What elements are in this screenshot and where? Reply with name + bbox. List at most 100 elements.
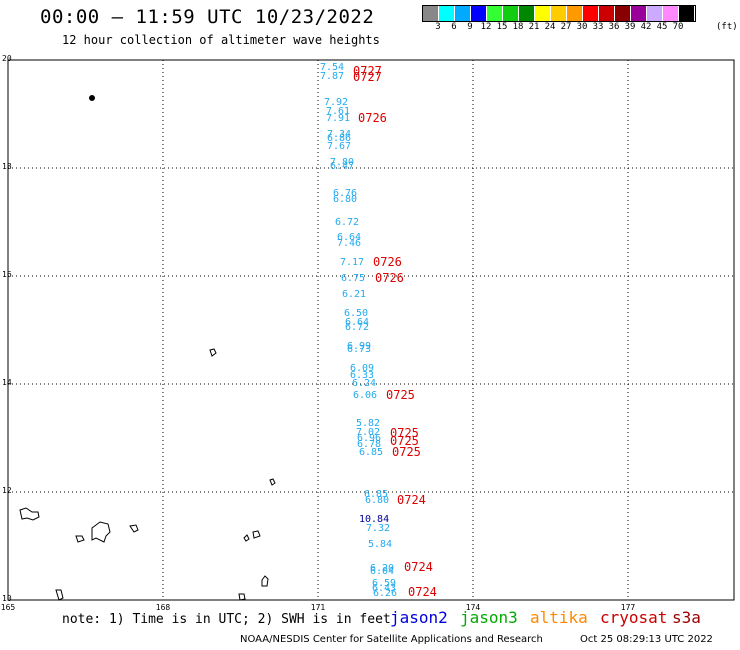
wave-height-value: 5.82 [356, 418, 380, 429]
wave-height-value: 10.84 [359, 514, 389, 525]
satellite-altika: altika [530, 608, 588, 627]
pass-time-label: 0726 [373, 255, 402, 269]
wave-height-value: 6.09 [350, 363, 374, 374]
legend-swatch [519, 6, 535, 21]
pass-time-label: 0724 [404, 560, 433, 574]
legend-unit: (ft) [716, 22, 738, 32]
island [243, 534, 250, 542]
islands [19, 95, 276, 601]
legend-swatch [503, 6, 519, 21]
satellite-jason2: jason2 [390, 608, 448, 627]
pass-time-label: 0725 [392, 445, 421, 459]
color-legend [422, 5, 696, 22]
wave-height-value: 6.80 [365, 495, 389, 506]
wave-height-value: 6.26 [373, 588, 397, 599]
island [75, 535, 85, 543]
longitude-label: 165 [0, 603, 16, 612]
legend-label: 42 [640, 22, 652, 32]
wave-height-value: 7.92 [324, 97, 348, 108]
legend-label: 36 [608, 22, 620, 32]
wave-height-value: 6.99 [347, 341, 371, 352]
pass-time-label: 0726 [358, 111, 387, 125]
wave-height-value: 6.59 [372, 578, 396, 589]
legend-label: 12 [480, 22, 492, 32]
wave-height-value: 7.32 [366, 523, 390, 534]
island [252, 530, 261, 539]
wave-height-value: 6.47 [330, 161, 354, 172]
wave-height-value: 7.34 [327, 129, 351, 140]
legend-label: 3 [435, 22, 441, 32]
island [209, 348, 217, 357]
legend-label: 6 [451, 22, 457, 32]
pass-time-label: 0724 [397, 493, 426, 507]
legend-swatch [567, 6, 583, 21]
map-frame [7, 59, 735, 601]
wave-height-value: 7.02 [356, 427, 380, 438]
latitude-label: 18 [2, 162, 12, 171]
pass-time-labels: 0727072707260726072607250725072507250724… [353, 64, 437, 599]
legend-swatch [439, 6, 455, 21]
satellite-jason3: jason3 [460, 608, 518, 627]
wave-height-value: 6.73 [347, 344, 371, 355]
legend-label: 15 [496, 22, 508, 32]
legend-swatch [615, 6, 631, 21]
pass-time-label: 0725 [390, 434, 419, 448]
wave-height-value: 7.67 [327, 141, 351, 152]
legend-swatch [663, 6, 679, 21]
pass-time-label: 0727 [353, 70, 382, 84]
island [269, 478, 276, 486]
wave-height-value: 6.04 [370, 566, 394, 577]
wave-height-value: 7.80 [330, 157, 354, 168]
latitude-label: 16 [2, 270, 12, 279]
wave-height-value: 6.21 [342, 289, 366, 300]
footer-note: note: 1) Time is in UTC; 2) SWH is in fe… [62, 612, 391, 627]
wave-height-value: 7.54 [320, 62, 344, 73]
legend-swatch [535, 6, 551, 21]
legend-swatch [631, 6, 647, 21]
pass-time-label: 0725 [390, 426, 419, 440]
legend-swatch [647, 6, 663, 21]
wave-height-value: 6.75 [341, 273, 365, 284]
island [261, 575, 269, 587]
island [55, 589, 64, 601]
longitude-label: 171 [310, 603, 326, 612]
legend-label: 21 [528, 22, 540, 32]
satellite-cryosat: cryosat [600, 608, 668, 627]
wave-height-value: 7.17 [340, 257, 364, 268]
legend-label: 9 [467, 22, 473, 32]
wave-height-value: 7.91 [326, 113, 350, 124]
wave-height-value: 6.06 [353, 390, 377, 401]
legend-label: 24 [544, 22, 556, 32]
legend-swatch [455, 6, 471, 21]
longitude-label: 174 [465, 603, 481, 612]
wave-height-value: 6.43 [372, 583, 396, 594]
wave-height-value: 6.64 [337, 232, 361, 243]
island [238, 593, 246, 601]
wave-height-value: 6.72 [345, 322, 369, 333]
pass-time-label: 0725 [386, 388, 415, 402]
wave-height-labels: 7.547.87 7.927.617.91 7.346.867.67 7.806.47… [320, 62, 397, 599]
wave-height-value: 6.86 [327, 133, 351, 144]
island [19, 507, 40, 521]
longitude-label: 168 [155, 603, 171, 612]
wave-height-value: 6.96 [357, 433, 381, 444]
island [91, 521, 111, 543]
wave-height-value: 7.61 [326, 106, 350, 117]
pass-time-label: 0726 [375, 271, 404, 285]
legend-label: 39 [624, 22, 636, 32]
wave-height-value: 6.85 [364, 489, 388, 500]
legend-label: 70 [672, 22, 684, 32]
wave-height-value: 7.87 [320, 71, 344, 82]
legend-swatch [423, 6, 439, 21]
wave-height-value: 6.33 [350, 370, 374, 381]
legend-label: 27 [560, 22, 572, 32]
wave-height-value: 6.50 [344, 308, 368, 319]
wave-height-value: 6.24 [352, 378, 376, 389]
wave-height-value: 6.64 [345, 317, 369, 328]
credit-text: NOAA/NESDIS Center for Satellite Applica… [240, 634, 543, 645]
legend-label: 18 [512, 22, 524, 32]
wave-height-value: 6.80 [333, 194, 357, 205]
legend-label: 33 [592, 22, 604, 32]
island [129, 524, 139, 533]
